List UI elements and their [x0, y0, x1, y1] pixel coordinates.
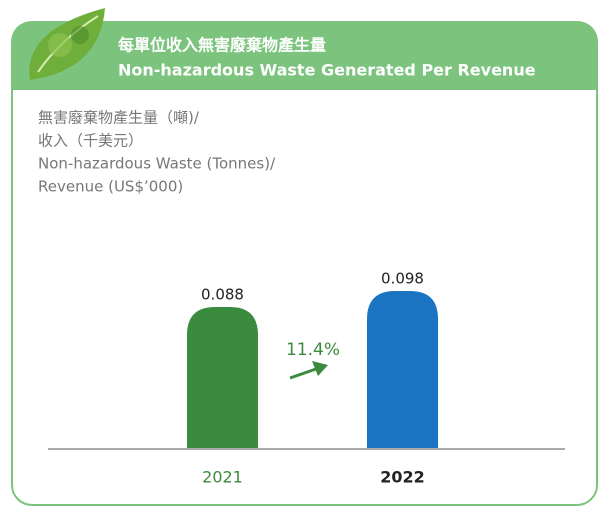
x-tick-label: 2021 — [202, 468, 243, 487]
x-tick-label: 2022 — [380, 468, 425, 487]
bar — [187, 307, 258, 448]
annotation: 11.4% — [286, 340, 340, 360]
y-axis-label: 無害廢棄物產生量（噸)/ — [38, 109, 200, 127]
y-axis-label: Non-hazardous Waste (Tonnes)/ — [38, 155, 276, 173]
card — [11, 21, 598, 506]
header — [12, 22, 597, 90]
leaf-icon — [29, 8, 105, 80]
chart-title: Non-hazardous Waste Generated Per Revenu… — [118, 61, 536, 80]
y-axis-label: 收入（千美元） — [38, 132, 143, 150]
arrow — [289, 361, 328, 380]
bar — [367, 291, 438, 448]
chart-title: 每單位收入無害廢棄物產生量 — [118, 36, 326, 55]
value-label: 0.098 — [381, 270, 424, 288]
value-label: 0.088 — [201, 286, 244, 304]
y-axis-label: Revenue (US$’000) — [38, 178, 183, 196]
